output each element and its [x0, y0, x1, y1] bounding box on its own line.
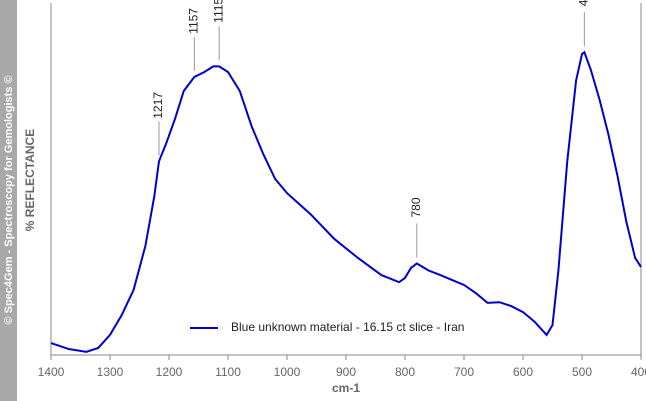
x-axis-label: cm-1 [332, 381, 360, 395]
spectrum-line [50, 50, 642, 353]
x-tick-label: 700 [454, 365, 474, 379]
peak-label: 1115 [211, 0, 225, 23]
peak-label: 496 [577, 0, 591, 6]
peak-label: 1217 [151, 92, 165, 119]
x-tick-label: 800 [395, 365, 415, 379]
legend-label: Blue unknown material - 16.15 ct slice -… [231, 320, 464, 334]
x-tick-label: 1300 [97, 365, 124, 379]
peak-label: 780 [409, 197, 423, 217]
x-tick-label: 1200 [156, 365, 183, 379]
watermark-strip [0, 0, 17, 401]
y-axis-label: % REFLECTANCE [23, 129, 37, 231]
peak-label: 1157 [187, 8, 201, 34]
watermark: © Spec4Gem - Spectroscopy for Gemologist… [3, 75, 15, 324]
x-tick-label: 500 [572, 365, 592, 379]
x-tick-label: 1100 [215, 365, 241, 379]
x-tick-label: 1400 [38, 365, 65, 379]
x-tick-label: 600 [513, 365, 533, 379]
x-tick-label: 400 [631, 365, 646, 379]
x-tick-label: 900 [336, 365, 356, 379]
x-tick-label: 1000 [274, 365, 301, 379]
